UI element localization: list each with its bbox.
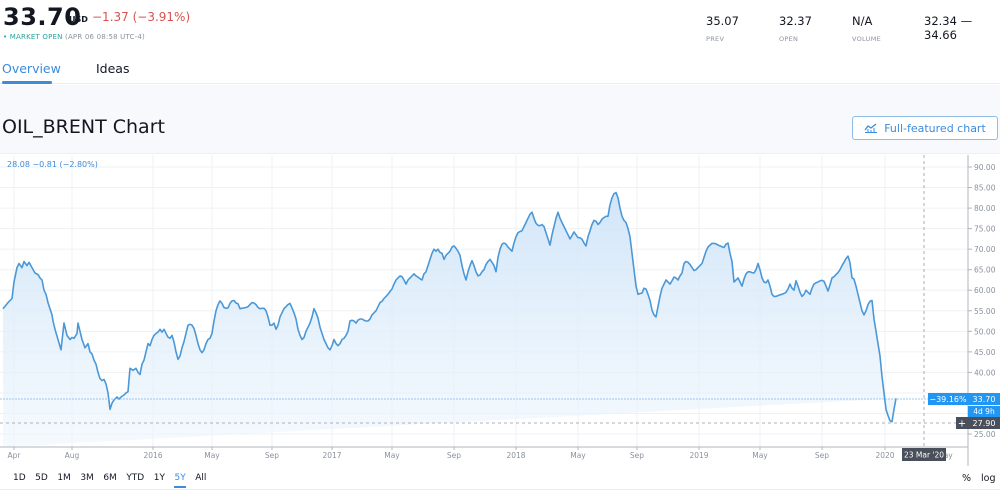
crosshair-date-label: 23 Mar '20 (904, 451, 944, 460)
market-status-text: MARKET OPEN (9, 33, 63, 41)
price-axis[interactable]: 90.00 85.00 80.00 75.00 70.00 65.00 60.00 55.00… (968, 163, 996, 439)
range-1y[interactable]: 1Y (153, 473, 165, 483)
price-change: −1.37 (−3.91%) (92, 10, 191, 24)
stat-value: 35.07 (706, 14, 739, 28)
crosshair-plus-icon[interactable]: + (958, 419, 966, 430)
stat-label: PREV (706, 35, 725, 43)
market-status: • MARKET OPEN (APR 06 08:58 UTC-4) (3, 33, 145, 41)
stat-label: OPEN (779, 35, 799, 43)
svg-text:Sep: Sep (630, 451, 644, 460)
svg-text:2019: 2019 (689, 451, 708, 460)
divider (0, 489, 1000, 490)
range-selector: 1D 5D 1M 3M 6M YTD 1Y 5Y All (13, 473, 216, 488)
range-1d[interactable]: 1D (13, 473, 26, 483)
range-3m[interactable]: 3M (80, 473, 94, 483)
stat-prev: 35.07 PREV (706, 14, 739, 43)
svg-text:70.00: 70.00 (974, 245, 996, 254)
percent-change-label: −39.16% (929, 395, 967, 404)
svg-text:25.00: 25.00 (974, 430, 996, 439)
svg-text:2020: 2020 (875, 451, 894, 460)
svg-text:Aug: Aug (65, 451, 80, 460)
svg-text:Sep: Sep (265, 451, 279, 460)
svg-text:Sep: Sep (447, 451, 461, 460)
price-area-fill (3, 192, 896, 447)
svg-text:Sep: Sep (815, 451, 829, 460)
last-price: 33.70 (3, 3, 82, 31)
price-line (2, 191, 897, 423)
svg-text:55.00: 55.00 (974, 307, 996, 316)
stat-value: 32.34 — 34.66 (924, 14, 973, 42)
chart-legend: 28.08 −0.81 (−2.80%) (7, 160, 98, 169)
svg-text:65.00: 65.00 (974, 266, 996, 275)
range-5y[interactable]: 5Y (174, 473, 186, 488)
stat-label: VOLUME (852, 35, 882, 43)
stat-value: 32.37 (779, 14, 812, 28)
stat-value: N/A (852, 14, 873, 28)
range-1m[interactable]: 1M (57, 473, 71, 483)
svg-text:May: May (752, 451, 768, 460)
crosshair-price-label: 27.90 (973, 419, 996, 428)
page-title: OIL_BRENT Chart (2, 116, 165, 138)
log-scale-toggle[interactable]: log (981, 473, 996, 484)
crosshair-plus-bg[interactable] (956, 417, 968, 429)
svg-text:May: May (384, 451, 400, 460)
last-price-label-bg (968, 393, 1000, 405)
percent-scale-toggle[interactable]: % (962, 473, 972, 484)
range-6m[interactable]: 6M (103, 473, 117, 483)
countdown-label-bg (968, 406, 1000, 417)
quote-header: 33.70 USD −1.37 (−3.91%) • MARKET OPEN (… (0, 0, 1000, 57)
last-price-label: 33.70 (973, 395, 996, 404)
svg-text:2016: 2016 (143, 451, 162, 460)
range-5d[interactable]: 5D (35, 473, 48, 483)
time-axis[interactable]: Apr Aug 2016 May Sep 2017 May Sep 2018 May Sep 2019… (8, 447, 954, 460)
svg-text:50.00: 50.00 (974, 327, 996, 336)
svg-text:45.00: 45.00 (974, 348, 996, 357)
tab-bar: Overview Ideas (0, 50, 1000, 84)
svg-text:80.00: 80.00 (974, 204, 996, 213)
percent-change-label-bg (928, 393, 968, 405)
crosshair-price-label-bg (968, 417, 1000, 429)
full-featured-chart-label: Full-featured chart (884, 121, 986, 135)
countdown-label: 4d 9h (973, 407, 995, 416)
full-featured-chart-button[interactable]: Full-featured chart (852, 116, 998, 140)
chart-line-icon (864, 123, 878, 133)
crosshair-date-label-bg (902, 448, 946, 461)
svg-text:2018: 2018 (506, 451, 525, 460)
svg-text:2017: 2017 (322, 451, 341, 460)
svg-text:May: May (204, 451, 220, 460)
svg-text:85.00: 85.00 (974, 184, 996, 193)
svg-text:May: May (570, 451, 586, 460)
tab-ideas[interactable]: Ideas (96, 61, 130, 76)
tab-overview[interactable]: Overview (2, 61, 61, 76)
range-all[interactable]: All (195, 473, 207, 483)
currency-code: USD (69, 15, 88, 24)
status-dot-icon: • (3, 33, 8, 41)
svg-text:60.00: 60.00 (974, 286, 996, 295)
market-time: (APR 06 08:58 UTC-4) (65, 33, 145, 41)
active-tab-indicator (2, 81, 52, 84)
svg-text:Apr: Apr (8, 451, 22, 460)
svg-text:40.00: 40.00 (974, 368, 996, 377)
svg-text:75.00: 75.00 (974, 225, 996, 234)
range-ytd[interactable]: YTD (126, 473, 145, 483)
svg-text:90.00: 90.00 (974, 163, 996, 172)
stat-open: 32.37 OPEN (779, 14, 812, 43)
stat-volume: N/A VOLUME (852, 14, 881, 43)
